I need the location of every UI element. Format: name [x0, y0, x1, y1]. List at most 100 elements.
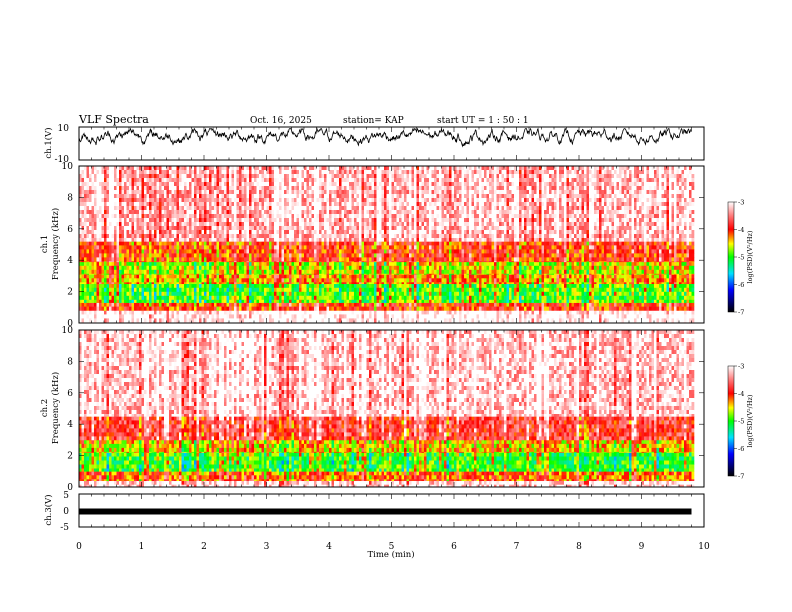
spectrogram-cell	[259, 269, 262, 275]
spectrogram-cell	[201, 241, 205, 246]
spectrogram-cell	[349, 241, 352, 246]
spectrogram-cell	[299, 194, 302, 199]
spectrogram-cell	[236, 278, 240, 283]
spectrogram-cell	[191, 283, 195, 289]
spectrogram-cell	[191, 218, 195, 223]
spectrogram-cell	[209, 291, 212, 297]
spectrogram-cell	[224, 257, 227, 262]
spectrogram-cell	[184, 318, 187, 323]
spectrogram-cell	[309, 222, 312, 227]
spectrogram-cell	[321, 287, 325, 293]
spectrogram-cell	[309, 182, 312, 187]
spectrogram-cell	[224, 194, 227, 199]
spectrogram-cell	[131, 245, 135, 250]
spectrogram-cell	[316, 287, 320, 293]
spectrogram-cell	[99, 306, 102, 311]
spectrogram-cell	[216, 170, 220, 175]
spectrogram-cell	[291, 291, 295, 297]
spectrogram-cell	[231, 166, 235, 171]
spectrogram-cell	[356, 291, 360, 297]
spectrogram-cell	[346, 186, 350, 191]
spectrogram-cell	[209, 214, 212, 219]
spectrogram-cell	[196, 238, 200, 242]
spectrogram-cell	[284, 230, 287, 235]
spectrogram-cell	[231, 234, 235, 239]
spectrogram-cell	[196, 249, 200, 254]
spectrogram-cell	[81, 291, 85, 297]
spectrogram-cell	[101, 278, 105, 283]
spectrogram-cell	[114, 291, 117, 297]
spectrogram-cell	[201, 261, 205, 263]
spectrogram-cell	[354, 302, 357, 307]
spectrogram-cell	[314, 170, 317, 175]
spectrogram-cell	[141, 190, 145, 195]
spectrogram-cell	[196, 241, 200, 246]
spectrogram-cell	[146, 230, 150, 235]
spectrogram-cell	[319, 253, 322, 258]
spectrogram-cell	[116, 230, 120, 235]
spectrogram-cell	[114, 269, 117, 275]
spectrogram-cell	[304, 241, 307, 246]
spectrogram-cell	[269, 273, 272, 275]
spectrogram-cell	[94, 295, 97, 301]
spectrogram-cell	[259, 278, 262, 283]
spectrogram-cell	[341, 186, 345, 191]
spectrogram-cell	[99, 274, 102, 279]
spectrogram-cell	[334, 190, 337, 195]
spectrogram-cell	[346, 287, 350, 293]
spectrogram-cell	[354, 226, 357, 231]
spectrogram-cell	[301, 299, 305, 303]
spectrogram-cell	[231, 198, 235, 203]
spectrogram-cell	[194, 299, 197, 303]
spectrogram-cell	[334, 249, 337, 254]
spectrogram-cell	[94, 238, 97, 242]
spectrogram-cell	[334, 318, 337, 323]
spectrogram-cell	[159, 182, 162, 187]
spectrogram-cell	[126, 249, 130, 254]
spectrogram-cell	[129, 282, 132, 285]
spectrogram-cell	[246, 198, 250, 203]
spectrogram-cell	[206, 295, 210, 301]
spectrogram-cell	[329, 318, 332, 323]
spectrogram-cell	[256, 265, 260, 271]
spectrogram-cell	[311, 214, 315, 219]
spectrogram-cell	[109, 178, 112, 183]
spectrogram-cell	[291, 249, 295, 254]
spectrogram-cell	[311, 265, 315, 271]
spectrogram-cell	[164, 314, 167, 319]
spectrogram-cell	[151, 269, 155, 275]
spectrogram-cell	[354, 257, 357, 262]
spectrogram-cell	[181, 170, 185, 175]
spectrogram-cell	[319, 202, 322, 207]
spectrogram-cell	[246, 310, 250, 315]
spectrogram-cell	[186, 230, 190, 235]
spectrogram-cell	[354, 295, 357, 301]
spectrogram-cell	[246, 269, 250, 275]
spectrogram-cell	[204, 261, 207, 267]
spectrogram-cell	[304, 306, 307, 311]
spectrogram-cell	[84, 291, 87, 297]
spectrogram-cell	[326, 198, 330, 203]
spectrogram-cell	[186, 282, 190, 285]
spectrogram-cell	[311, 273, 315, 275]
spectrogram-cell	[229, 310, 232, 315]
spectrogram-cell	[121, 214, 125, 219]
spectrogram-cell	[324, 269, 327, 275]
spectrogram-cell	[344, 166, 347, 171]
spectrogram-cell	[334, 265, 337, 271]
spectrogram-cell	[94, 226, 97, 231]
spectrogram-cell	[254, 273, 257, 275]
spectrogram-cell	[96, 273, 100, 275]
spectrogram-cell	[221, 318, 225, 323]
spectrogram-cell	[224, 291, 227, 297]
spectrogram-cell	[346, 198, 350, 203]
spectrogram-cell	[234, 245, 237, 250]
spectrogram-cell	[161, 222, 165, 227]
spectrogram-cell	[124, 287, 127, 293]
spectrogram-cell	[296, 194, 300, 199]
spectrogram-cell	[164, 261, 167, 263]
spectrogram-cell	[186, 238, 190, 242]
spectrogram-cell	[141, 282, 145, 285]
spectrogram-cell	[94, 210, 97, 215]
spectrogram-cell	[246, 194, 250, 199]
